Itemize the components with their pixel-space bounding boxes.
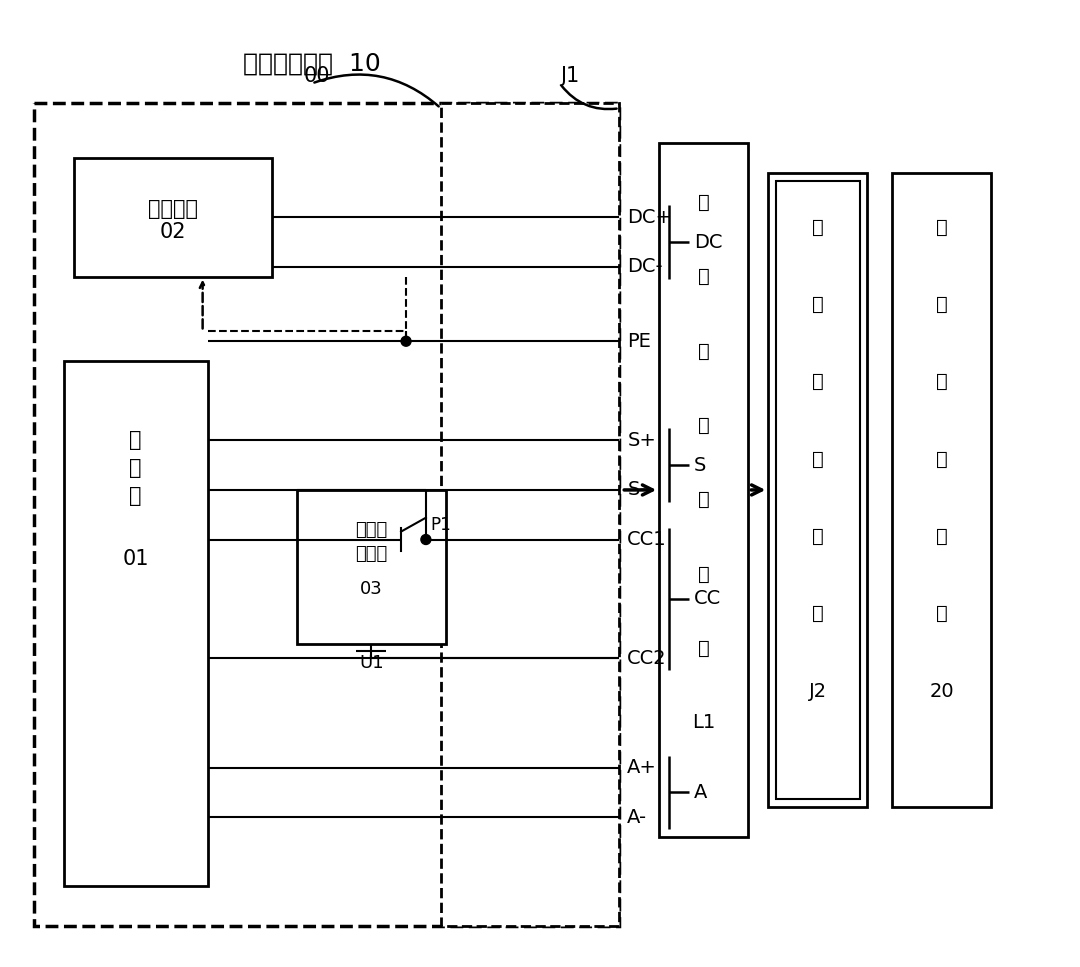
Text: 车: 车 <box>698 341 710 361</box>
Text: DC-: DC- <box>627 257 663 277</box>
Text: 对: 对 <box>698 267 710 286</box>
Text: J2: J2 <box>809 682 827 701</box>
Text: 车: 车 <box>936 527 948 546</box>
Text: PE: PE <box>627 332 651 351</box>
Bar <box>64 361 207 887</box>
Text: 器: 器 <box>130 485 141 506</box>
Text: A: A <box>693 783 707 802</box>
Text: 束: 束 <box>698 639 710 659</box>
Bar <box>73 158 272 277</box>
Text: 电: 电 <box>812 450 824 469</box>
Text: S+: S+ <box>627 431 657 450</box>
Text: DC: DC <box>693 233 723 251</box>
Text: 第: 第 <box>812 218 824 237</box>
Text: S-: S- <box>627 481 647 499</box>
Text: CC: CC <box>693 590 721 608</box>
Text: 控: 控 <box>130 430 141 451</box>
Text: 电压检: 电压检 <box>355 520 388 539</box>
Text: 口: 口 <box>812 604 824 624</box>
Text: 二: 二 <box>812 295 824 314</box>
Bar <box>33 103 620 926</box>
Text: 电源电路: 电源电路 <box>148 199 198 220</box>
Circle shape <box>401 337 411 346</box>
Text: 充: 充 <box>812 372 824 392</box>
Text: 02: 02 <box>160 222 186 242</box>
Text: 第: 第 <box>936 218 948 237</box>
Text: 制: 制 <box>130 458 141 478</box>
Text: 二: 二 <box>936 295 948 314</box>
Text: 动: 动 <box>936 450 948 469</box>
Text: 接: 接 <box>812 527 824 546</box>
Bar <box>777 181 860 800</box>
Circle shape <box>421 535 431 544</box>
Text: 测电路: 测电路 <box>355 545 388 564</box>
Text: CC1: CC1 <box>627 530 667 549</box>
Text: J1: J1 <box>561 66 579 85</box>
Bar <box>892 173 991 807</box>
Text: CC2: CC2 <box>627 649 667 668</box>
Text: 20: 20 <box>930 682 955 701</box>
Text: A-: A- <box>627 807 647 827</box>
Bar <box>441 103 620 926</box>
Text: 充: 充 <box>698 416 710 435</box>
Bar <box>768 173 867 807</box>
Bar <box>659 143 748 836</box>
Text: 03: 03 <box>360 580 382 598</box>
Text: DC+: DC+ <box>627 208 673 227</box>
Bar <box>297 490 446 644</box>
Text: 辆: 辆 <box>936 604 948 624</box>
Text: A+: A+ <box>627 758 658 777</box>
Text: 车: 车 <box>698 193 710 212</box>
Text: 00: 00 <box>303 66 330 85</box>
Text: 线: 线 <box>698 565 710 584</box>
Text: U1: U1 <box>359 655 383 672</box>
Text: 第一电动车辆  10: 第一电动车辆 10 <box>243 51 380 75</box>
Text: 电: 电 <box>936 372 948 392</box>
Text: P1: P1 <box>431 515 451 534</box>
Text: 01: 01 <box>122 549 149 570</box>
Text: S: S <box>693 455 706 475</box>
Text: L1: L1 <box>692 714 715 732</box>
Text: 电: 电 <box>698 490 710 510</box>
